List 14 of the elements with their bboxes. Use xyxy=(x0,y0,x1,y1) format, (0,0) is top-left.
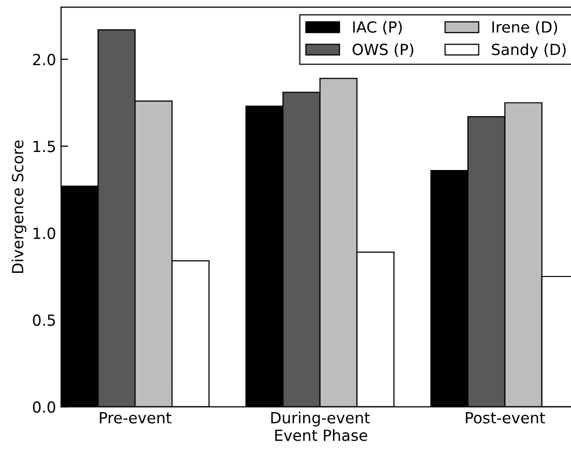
legend-label: Sandy (D) xyxy=(492,43,566,58)
legend-label: Irene (D) xyxy=(492,20,558,35)
y-tick-label: 0.5 xyxy=(32,314,55,326)
y-axis-title: Divergence Score xyxy=(12,140,26,273)
legend-label: IAC (P) xyxy=(353,20,402,35)
x-tick-label: Pre-event xyxy=(100,412,172,424)
x-tick-label: Post-event xyxy=(466,412,546,424)
y-tick-label: 1.0 xyxy=(34,228,56,240)
x-axis-title: Event Phase xyxy=(275,429,368,442)
y-tick-label: 0.0 xyxy=(32,401,56,413)
x-tick-label: During-event xyxy=(271,412,370,426)
y-tick-label: 1.5 xyxy=(34,140,55,152)
legend-label: OWS (P) xyxy=(352,43,414,57)
y-tick-label: 2.0 xyxy=(33,54,56,66)
